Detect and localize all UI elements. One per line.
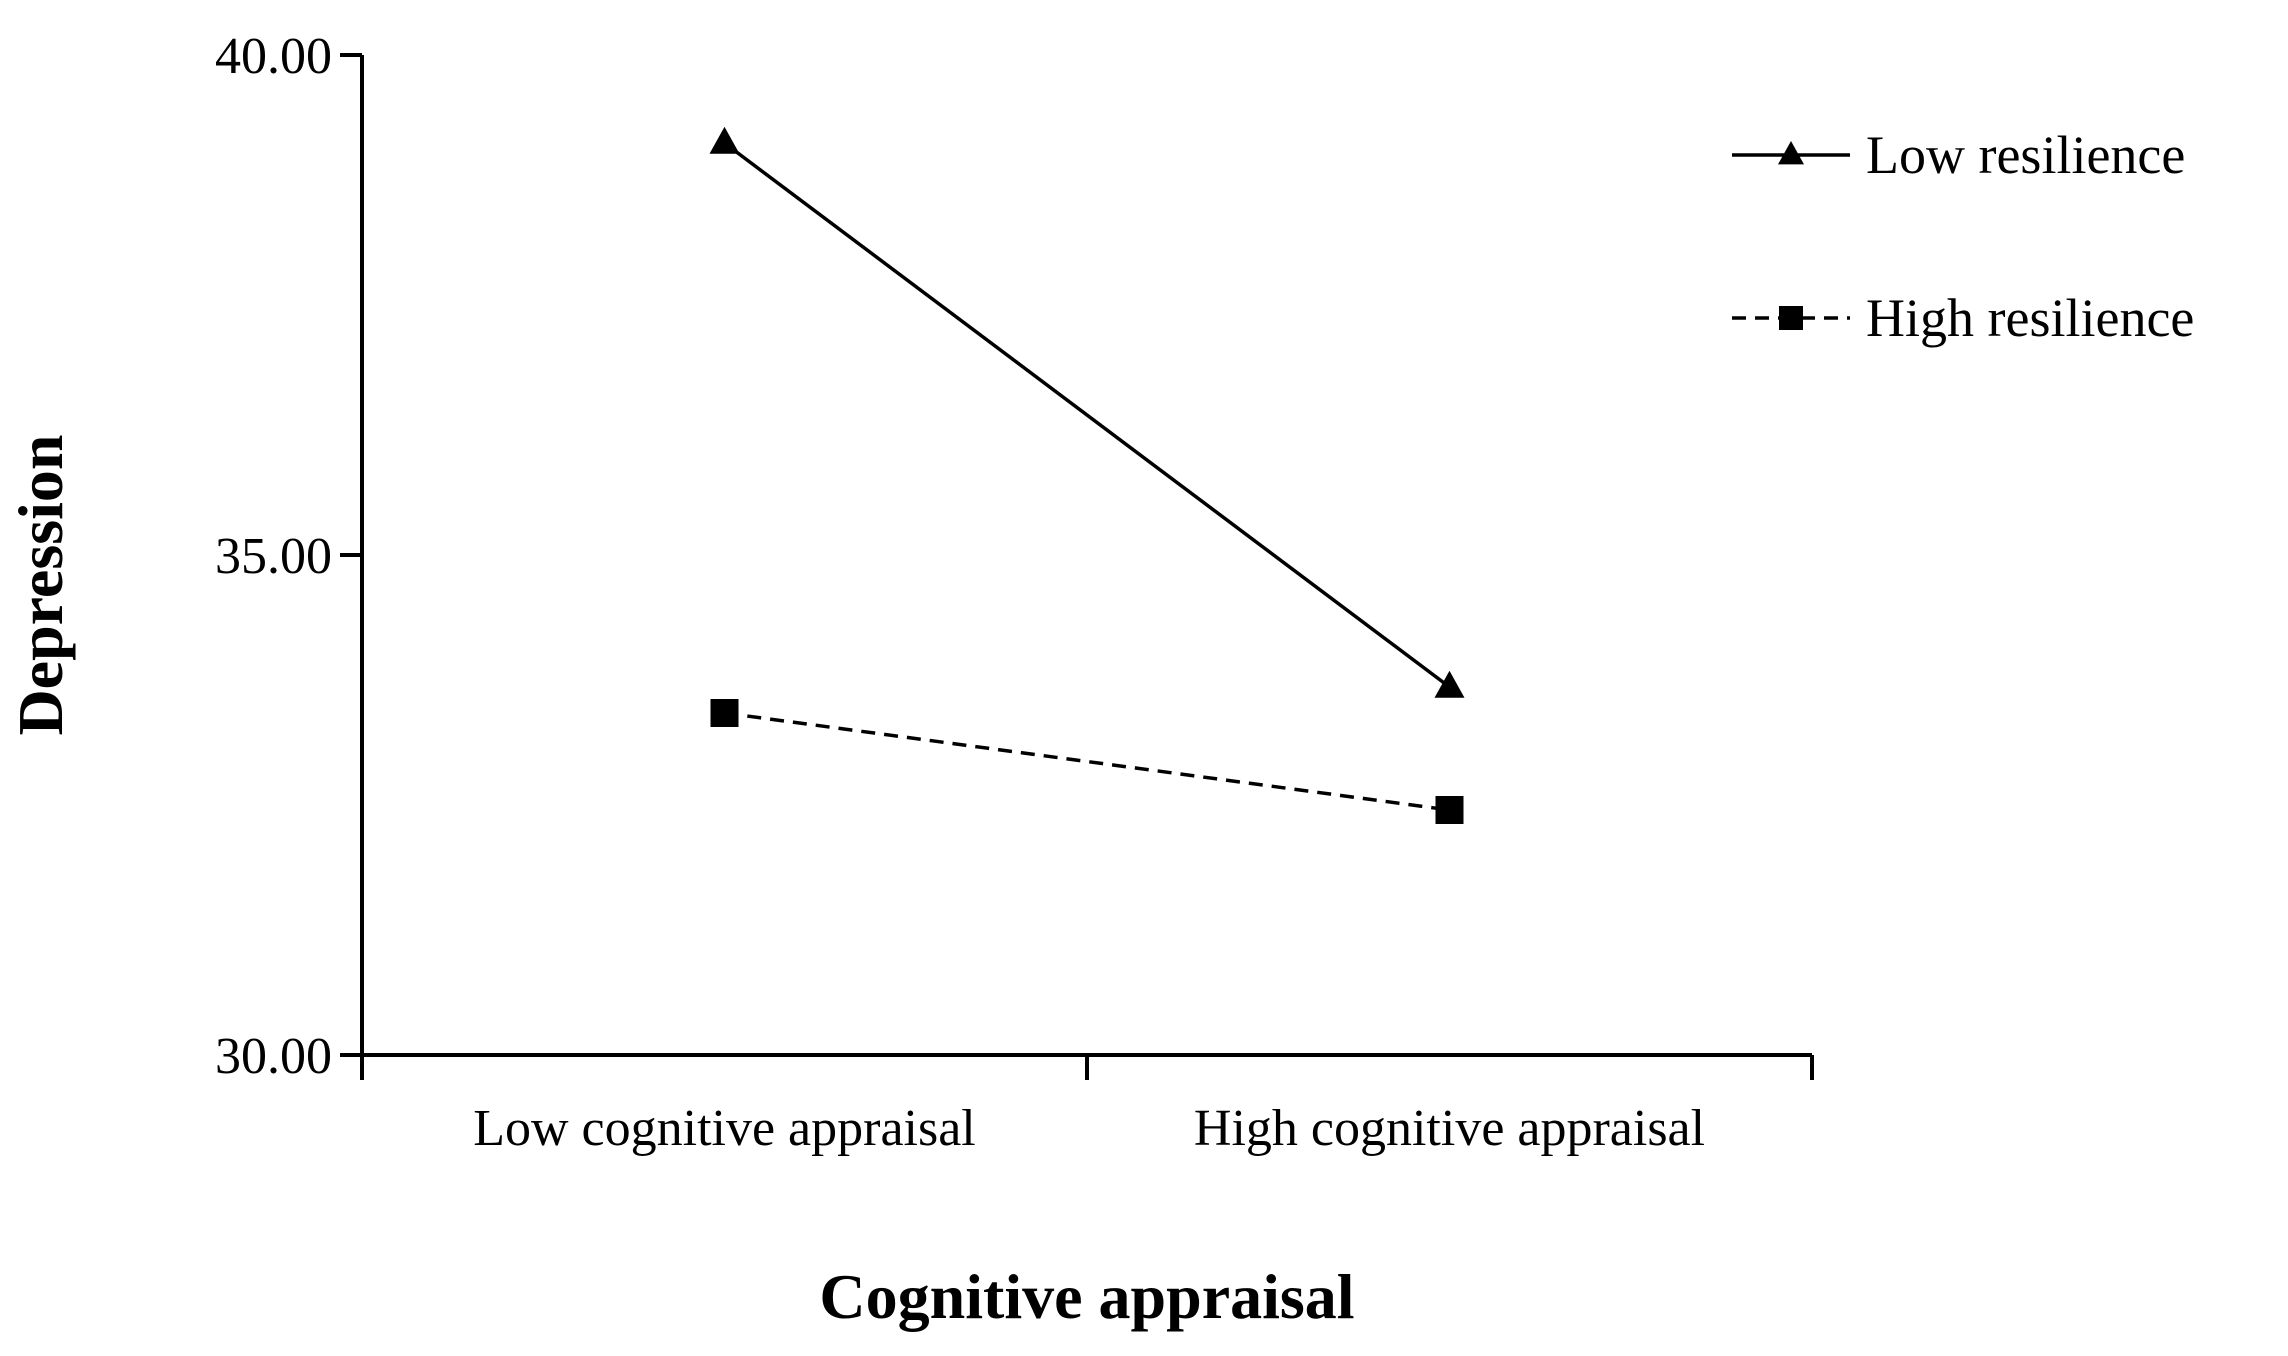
x-tick-label: Low cognitive appraisal	[473, 1100, 976, 1157]
y-tick-label: 40.00	[215, 28, 332, 85]
legend-label-low-resilience: Low resilience	[1866, 125, 2185, 185]
x-axis-title: Cognitive appraisal	[819, 1261, 1354, 1332]
y-ticks: 30.00 35.00 40.00	[215, 28, 362, 1085]
y-axis-title: Depression	[5, 434, 76, 735]
data-point-high-resilience	[710, 699, 739, 727]
series-layer	[709, 126, 1465, 824]
legend: Low resilience High resilience	[1732, 125, 2194, 348]
data-point-low-resilience	[709, 126, 740, 154]
series-line-high-resilience	[724, 711, 1450, 812]
axes	[360, 55, 1812, 1080]
x-ticks: Low cognitive appraisal High cognitive ap…	[473, 1055, 1814, 1157]
legend-label-high-resilience: High resilience	[1866, 288, 2194, 348]
data-point-low-resilience	[1434, 670, 1465, 698]
legend-marker-high-resilience	[1779, 306, 1803, 330]
y-tick-label: 35.00	[215, 528, 332, 585]
legend-marker-low-resilience	[1778, 140, 1804, 165]
y-tick-label: 30.00	[215, 1028, 332, 1085]
x-tick-label: High cognitive appraisal	[1194, 1100, 1705, 1157]
data-point-high-resilience	[1435, 796, 1464, 824]
series-line-low-resilience	[723, 141, 1451, 689]
